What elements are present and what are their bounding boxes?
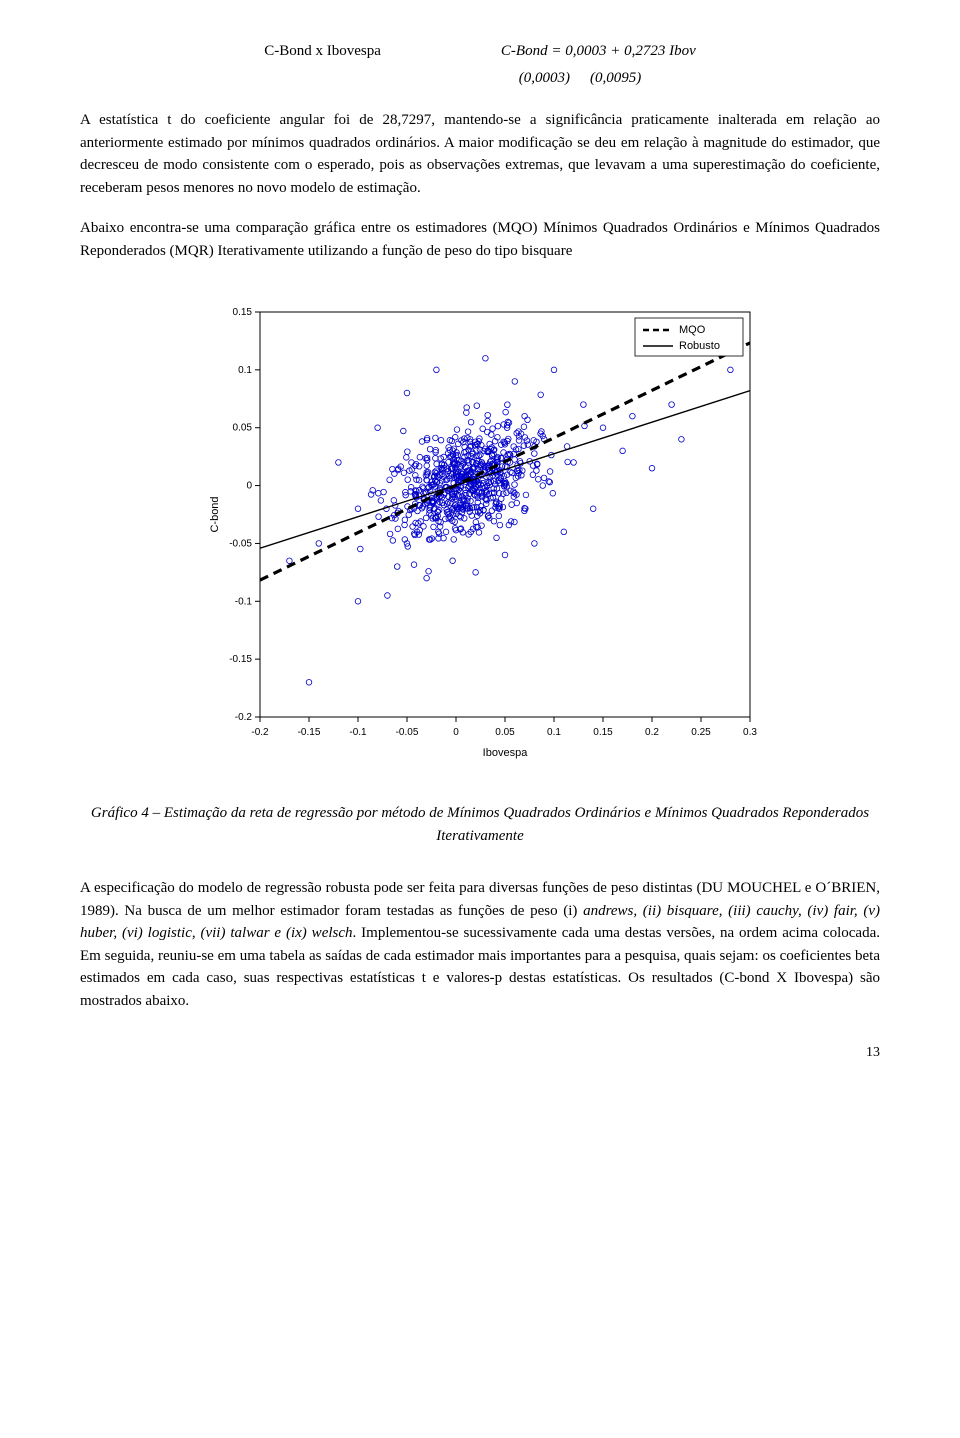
- scatter-chart: -0.2 -0.15 -0.1 -0.05 0 0.05 0.1 0.15 0.2 0.25 0.3…: [200, 302, 760, 762]
- stderr-left: (0,0003): [519, 67, 570, 90]
- svg-text:-0.15: -0.15: [229, 654, 252, 665]
- svg-text:0.1: 0.1: [238, 365, 252, 376]
- svg-text:0.05: 0.05: [495, 727, 515, 738]
- paragraph-3: A especificação do modelo de regressão r…: [80, 877, 880, 1012]
- svg-text:MQO: MQO: [679, 324, 706, 336]
- equation-header: C-Bond x Ibovespa C-Bond = 0,0003 + 0,27…: [80, 40, 880, 63]
- svg-text:-0.2: -0.2: [251, 727, 269, 738]
- header-left: C-Bond x Ibovespa: [264, 40, 381, 63]
- svg-text:0: 0: [246, 481, 252, 492]
- svg-text:-0.15: -0.15: [298, 727, 321, 738]
- svg-text:0.15: 0.15: [593, 727, 613, 738]
- svg-text:0.2: 0.2: [645, 727, 659, 738]
- svg-text:C-bond: C-bond: [209, 496, 221, 532]
- stderr-right: (0,0095): [590, 67, 641, 90]
- svg-text:0.25: 0.25: [691, 727, 711, 738]
- svg-text:-0.05: -0.05: [229, 538, 252, 549]
- figure-caption: Gráfico 4 – Estimação da reta de regress…: [80, 802, 880, 847]
- svg-text:-0.2: -0.2: [235, 712, 253, 723]
- header-right: C-Bond = 0,0003 + 0,2723 Ibov: [501, 40, 696, 63]
- svg-text:0.05: 0.05: [233, 423, 253, 434]
- page-number: 13: [80, 1042, 880, 1063]
- svg-text:0.3: 0.3: [743, 727, 757, 738]
- svg-text:0: 0: [453, 727, 459, 738]
- svg-text:Robusto: Robusto: [679, 340, 720, 352]
- svg-text:0.1: 0.1: [547, 727, 561, 738]
- svg-text:-0.1: -0.1: [235, 596, 253, 607]
- svg-text:-0.1: -0.1: [349, 727, 367, 738]
- equation-stderr: (0,0003) (0,0095): [280, 67, 880, 90]
- svg-text:0.15: 0.15: [233, 307, 253, 318]
- svg-text:-0.05: -0.05: [396, 727, 419, 738]
- paragraph-2: Abaixo encontra-se uma comparação gráfic…: [80, 217, 880, 262]
- svg-text:Ibovespa: Ibovespa: [483, 747, 529, 759]
- paragraph-1: A estatística t do coeficiente angular f…: [80, 109, 880, 199]
